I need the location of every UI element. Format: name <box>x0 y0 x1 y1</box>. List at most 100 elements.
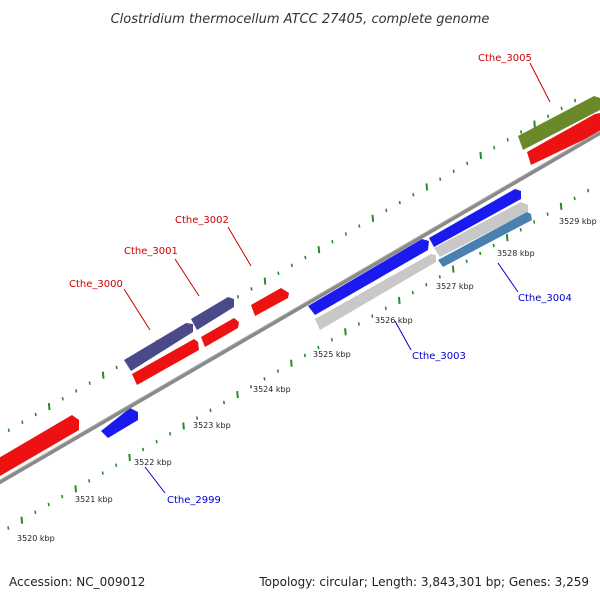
tick-mark <box>169 432 172 436</box>
tick-mark <box>317 246 321 254</box>
tick-mark <box>411 290 414 295</box>
feature-cthe-3002-f[interactable] <box>251 288 289 316</box>
feature-cthe-3005[interactable] <box>518 96 600 150</box>
tick-mark <box>371 314 374 318</box>
tick-mark <box>560 106 563 111</box>
tick-mark <box>263 377 266 381</box>
tick-mark <box>371 214 375 222</box>
tick-mark <box>505 234 509 242</box>
tick-mark <box>466 161 469 166</box>
genome-backbone <box>0 130 600 485</box>
tick-mark <box>344 232 347 236</box>
tick-mark <box>290 263 293 268</box>
accession-text: Accession: NC_009012 <box>9 575 145 589</box>
tick-mark <box>34 510 37 515</box>
feature-cthe-3003-blue[interactable] <box>308 239 429 315</box>
callout-line-cthe-3005 <box>529 62 551 103</box>
tick-mark <box>142 447 145 452</box>
tick-mark <box>115 463 118 467</box>
feature-blocks <box>0 96 600 476</box>
kbp-label: 3523 kbp <box>193 421 231 430</box>
tick-mark <box>574 98 577 103</box>
tick-mark <box>222 400 226 405</box>
tick-mark <box>439 177 442 181</box>
map-title: Clostridium thermocellum ATCC 27405, com… <box>111 12 490 27</box>
tick-mark <box>357 322 360 326</box>
tick-mark <box>155 439 158 444</box>
kbp-label: 3522 kbp <box>134 458 172 467</box>
tick-mark <box>533 120 536 128</box>
gene-label-cthe-3002[interactable]: Cthe_3002 <box>175 215 229 226</box>
tick-mark <box>196 416 199 420</box>
tick-mark <box>358 224 361 228</box>
tick-mark <box>236 391 239 399</box>
tick-mark <box>34 412 37 417</box>
kbp-label: 3529 kbp <box>559 217 597 226</box>
tick-mark <box>263 277 267 285</box>
tick-mark <box>330 337 333 342</box>
gene-labels: Cthe_2999 Cthe_3000 Cthe_3001 Cthe_3002 … <box>69 53 572 506</box>
tick-mark <box>303 353 306 358</box>
tick-track-inner <box>7 188 590 530</box>
tick-mark <box>533 220 536 224</box>
tick-mark <box>492 243 495 248</box>
gene-label-cthe-3004[interactable]: Cthe_3004 <box>518 293 572 304</box>
tick-mark <box>61 397 64 401</box>
tick-mark <box>101 471 104 475</box>
gene-label-cthe-2999[interactable]: Cthe_2999 <box>167 495 221 506</box>
feature-cthe-3004-gray[interactable] <box>434 202 528 257</box>
tick-mark <box>451 265 455 273</box>
tick-mark <box>61 494 64 499</box>
tick-mark <box>398 296 401 304</box>
tick-mark <box>587 188 590 193</box>
gene-label-cthe-3001[interactable]: Cthe_3001 <box>124 246 178 257</box>
feature-cthe-3001[interactable] <box>191 297 234 330</box>
tick-mark <box>209 408 212 413</box>
tick-mark <box>438 275 441 279</box>
tick-mark <box>385 208 388 213</box>
tick-mark <box>520 130 523 134</box>
kbp-label: 3527 kbp <box>436 282 474 291</box>
tick-mark <box>47 403 51 411</box>
callout-line-cthe-3001 <box>174 258 200 297</box>
tick-mark <box>559 202 563 210</box>
tick-tracks <box>7 98 590 530</box>
tick-mark <box>425 183 429 191</box>
tick-mark <box>21 420 24 425</box>
callout-line-cthe-3002 <box>227 226 252 267</box>
tick-mark <box>249 385 253 389</box>
tick-mark <box>88 479 91 483</box>
feature-cthe-3004[interactable] <box>438 212 532 267</box>
feature-cthe-3001-f[interactable] <box>201 318 239 347</box>
kbp-label: 3521 kbp <box>75 495 113 504</box>
feature-cthe-3000[interactable] <box>124 323 193 371</box>
feature-cthe-3005-f[interactable] <box>527 113 600 165</box>
tick-mark <box>506 138 509 142</box>
tick-mark <box>47 502 50 507</box>
kbp-label: 3528 kbp <box>497 249 535 258</box>
kbp-label: 3525 kbp <box>313 350 351 359</box>
gene-label-cthe-3000[interactable]: Cthe_3000 <box>69 279 123 290</box>
callout-line-cthe-3004 <box>497 262 519 293</box>
kbp-label: 3520 kbp <box>17 534 55 543</box>
callout-line-cthe-3003 <box>394 320 412 351</box>
feature-cthe-2999[interactable] <box>101 408 138 438</box>
tick-mark <box>425 283 428 287</box>
feature-cthe-3003b-blue[interactable] <box>429 189 521 247</box>
feature-cthe-2997[interactable] <box>0 415 79 476</box>
callout-line-cthe-3000 <box>123 288 151 331</box>
tick-mark <box>331 240 334 244</box>
kbp-label: 3524 kbp <box>253 385 291 394</box>
tick-mark <box>74 485 77 493</box>
tick-mark <box>236 295 240 299</box>
gene-label-cthe-3005[interactable]: Cthe_3005 <box>478 53 532 64</box>
tick-mark <box>519 228 522 232</box>
tick-mark <box>412 193 415 197</box>
tick-mark <box>384 306 387 311</box>
feature-cthe-3003[interactable] <box>315 254 436 330</box>
tick-mark <box>465 259 468 263</box>
feature-cthe-3000-f[interactable] <box>132 339 199 385</box>
gene-label-cthe-3003[interactable]: Cthe_3003 <box>412 351 466 362</box>
genome-summary-text: Topology: circular; Length: 3,843,301 bp… <box>258 575 589 589</box>
